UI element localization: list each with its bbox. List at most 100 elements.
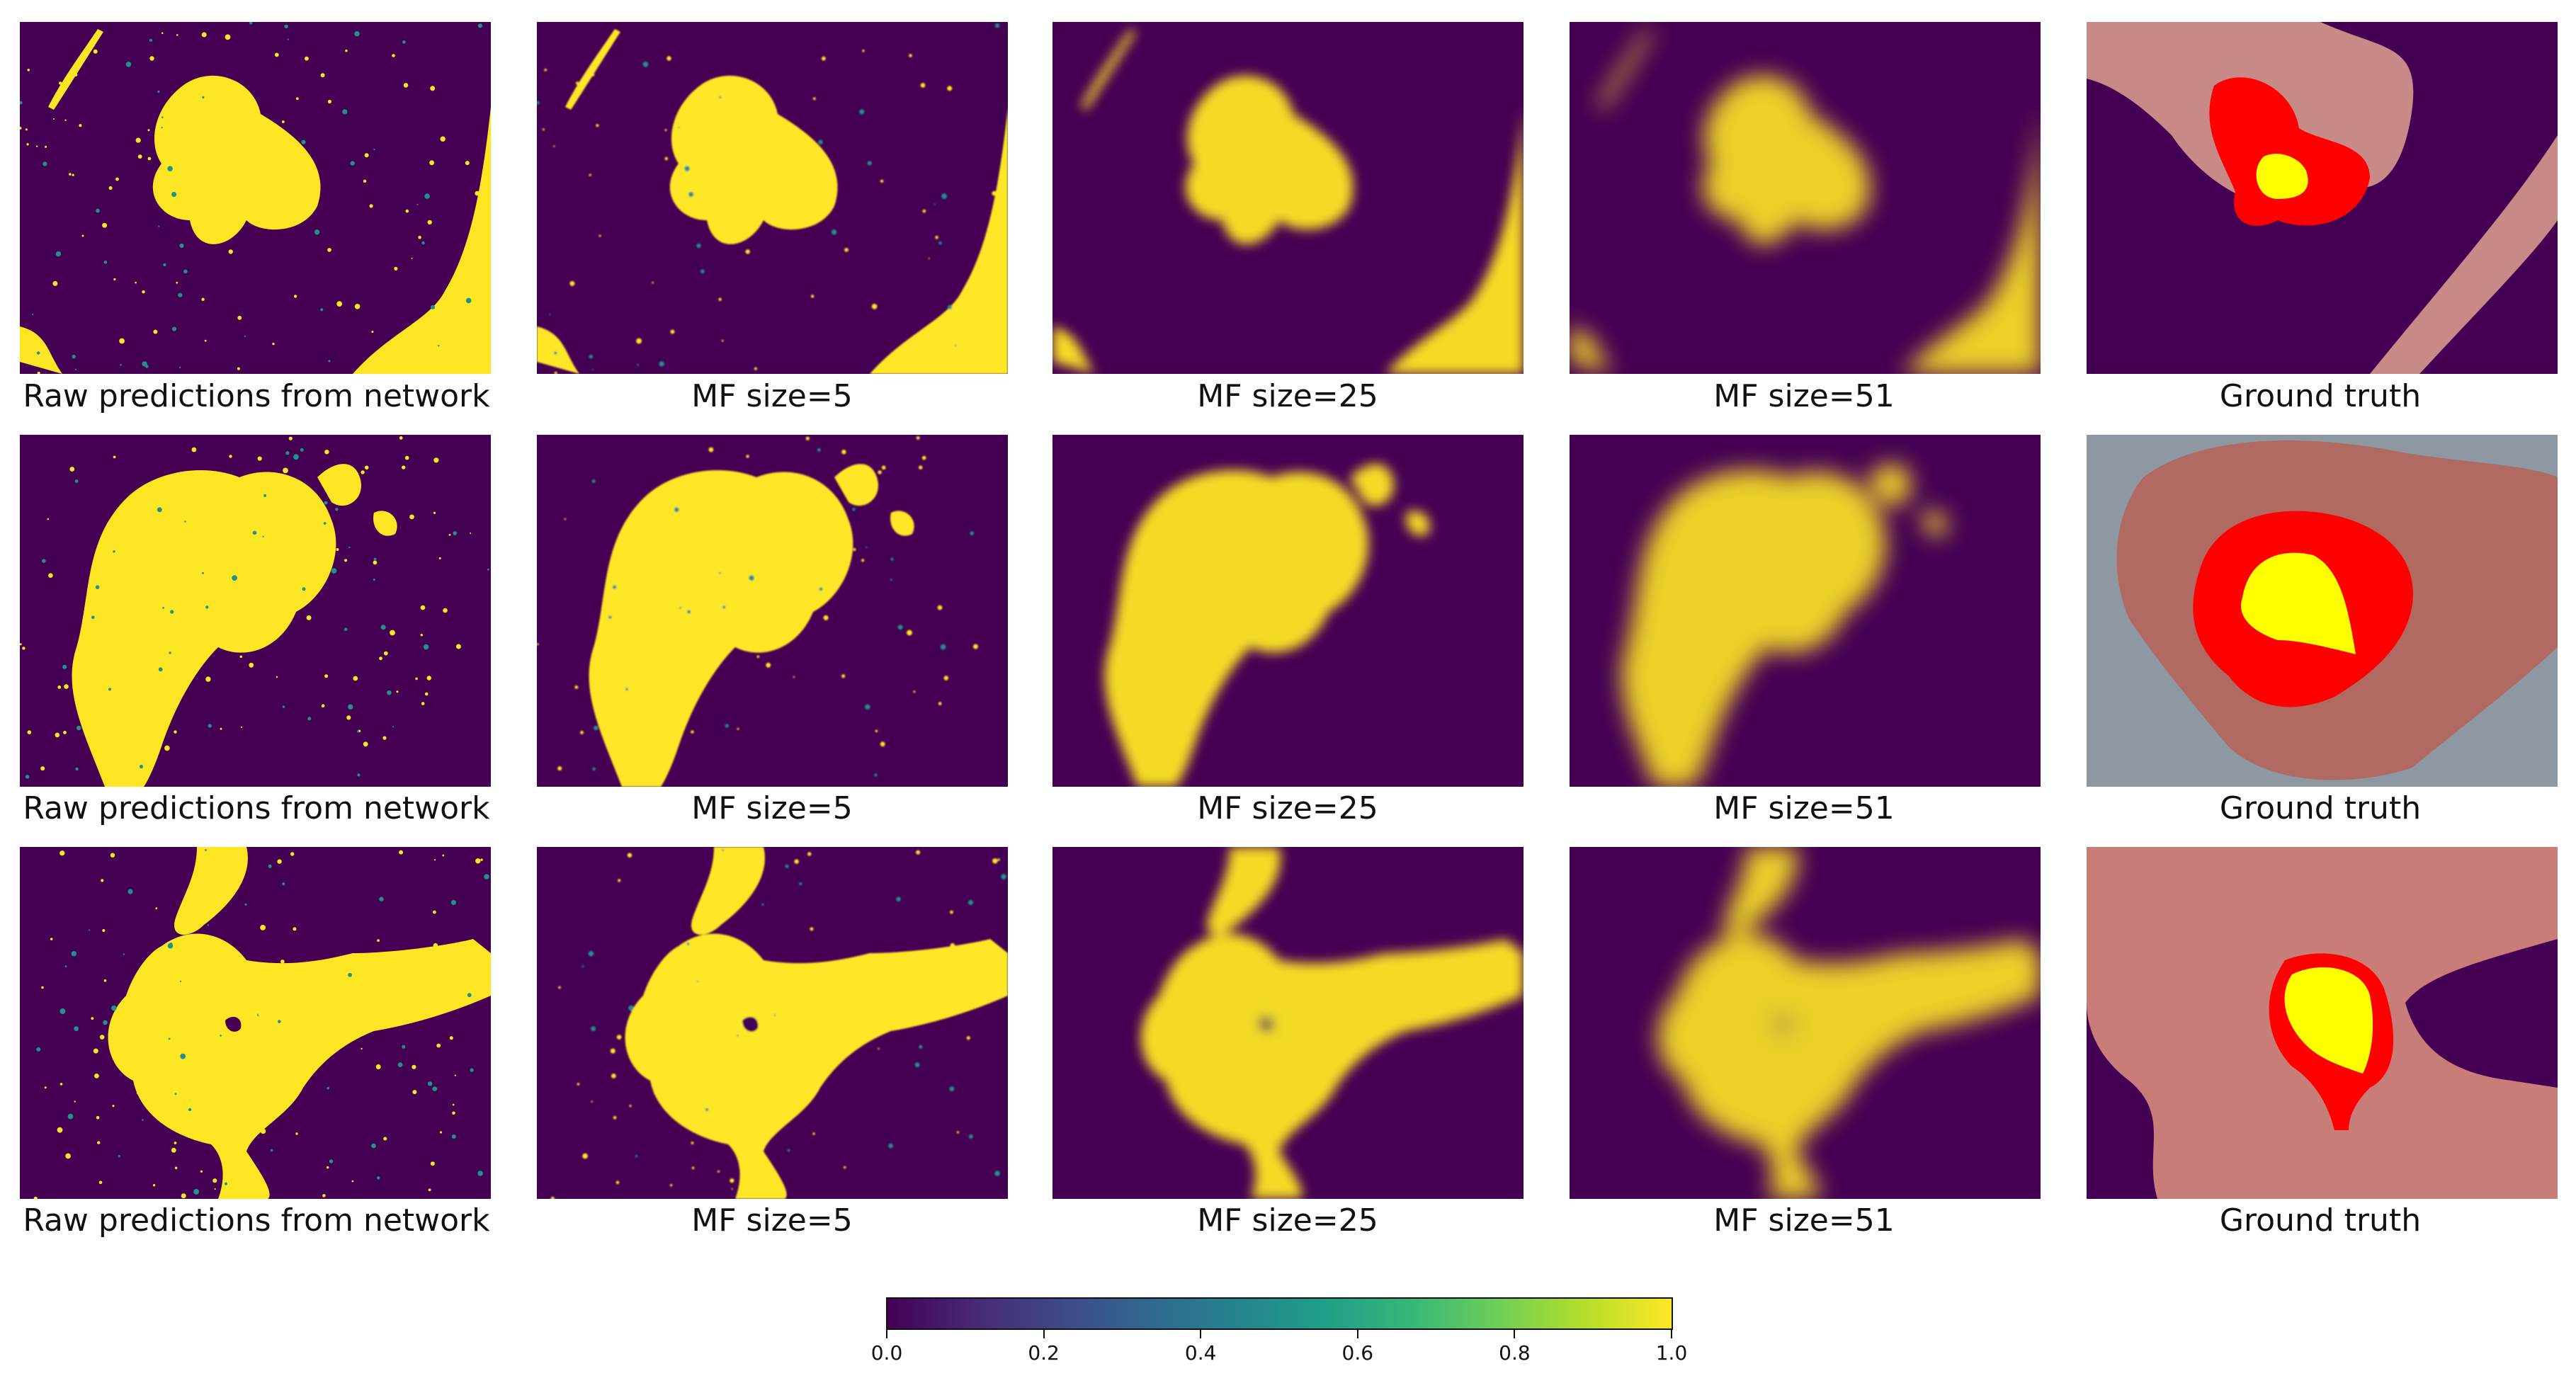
panel-r3-c3 [1052,847,1524,1199]
noise-speck [241,726,243,728]
noise-speck [179,980,182,982]
noise-speck [421,702,425,705]
noise-speck [361,1047,363,1050]
noise-speck [168,106,174,113]
noise-speck [164,950,169,955]
noise-speck [176,34,178,36]
noise-speck [701,182,704,186]
noise-speck [328,557,331,560]
noise-speck [629,1105,632,1108]
noise-speck [295,1132,298,1135]
noise-speck [45,145,47,148]
noise-speck [719,96,722,98]
prediction-region [1621,470,1886,787]
noise-speck [394,266,398,271]
noise-speck [542,128,545,131]
noise-speck [200,1170,203,1173]
noise-speck [293,579,298,584]
panel-r3-c3-image [1052,847,1524,1199]
noise-speck [399,436,403,440]
colorbar-tick-label: 0.0 [870,1341,903,1365]
noise-speck [379,897,384,901]
noise-speck [909,54,912,57]
noise-speck [191,81,196,86]
noise-speck [137,1039,143,1045]
noise-speck [383,651,388,656]
noise-speck [761,152,764,154]
noise-speck [167,943,174,949]
noise-speck [427,220,432,225]
noise-speck [861,559,865,562]
prediction-region [1207,847,1281,935]
noise-speck [132,676,137,683]
colorbar-tick [1356,1330,1358,1338]
noise-speck [97,1141,101,1144]
prediction-region [1598,29,1653,110]
noise-speck [274,52,279,57]
noise-speck [215,528,218,531]
noise-speck [69,173,72,176]
noise-speck [922,209,926,213]
noise-speck [93,706,97,709]
noise-speck [549,313,551,316]
panel-caption: MF size=25 [1197,378,1378,414]
noise-speck [132,664,136,668]
noise-speck [615,1180,620,1185]
noise-speck [32,313,34,316]
panel-caption: Ground truth [2219,790,2422,826]
noise-speck [57,685,62,689]
noise-speck [480,858,483,861]
noise-speck [576,81,579,85]
noise-speck [416,203,419,205]
noise-speck [149,56,154,61]
noise-speck [950,910,953,914]
noise-speck [50,938,53,940]
noise-speck [235,627,240,632]
noise-speck [439,1131,443,1134]
noise-speck [67,1113,74,1120]
noise-speck [81,234,84,237]
noise-speck [390,630,395,636]
noise-speck [686,943,690,945]
noise-speck [237,367,240,370]
noise-speck [208,724,212,728]
noise-speck [333,974,336,977]
noise-speck [354,31,360,37]
noise-speck [670,329,675,334]
noise-speck [237,315,242,320]
panel-r1-c4-image [1570,22,2041,374]
noise-speck [921,455,926,460]
noise-speck [37,351,40,355]
noise-speck [159,644,162,648]
noise-speck [862,50,865,52]
noise-speck [369,204,373,208]
noise-speck [55,732,60,738]
noise-speck [425,361,429,365]
noise-speck [154,578,158,582]
noise-speck [916,850,921,855]
noise-speck [147,156,152,161]
noise-speck [27,730,32,734]
noise-speck [859,109,865,115]
noise-speck [59,1083,63,1086]
noise-speck [284,154,288,158]
noise-speck [168,1037,171,1040]
noise-speck [262,535,264,537]
noise-speck [737,727,739,730]
noise-speck [208,196,214,202]
noise-speck [454,1074,456,1076]
noise-speck [420,605,426,610]
noise-speck [920,83,926,88]
noise-speck [693,688,698,693]
noise-speck [263,494,267,497]
noise-speck [64,965,67,968]
noise-speck [867,161,872,166]
noise-speck [730,1178,734,1183]
panel-r2-c1 [20,435,491,787]
noise-speck [25,128,28,131]
tumor-core-annotation [2284,967,2373,1074]
prediction-region [1570,326,1612,374]
noise-speck [59,1008,66,1014]
noise-speck [841,674,846,678]
noise-speck [438,345,440,347]
